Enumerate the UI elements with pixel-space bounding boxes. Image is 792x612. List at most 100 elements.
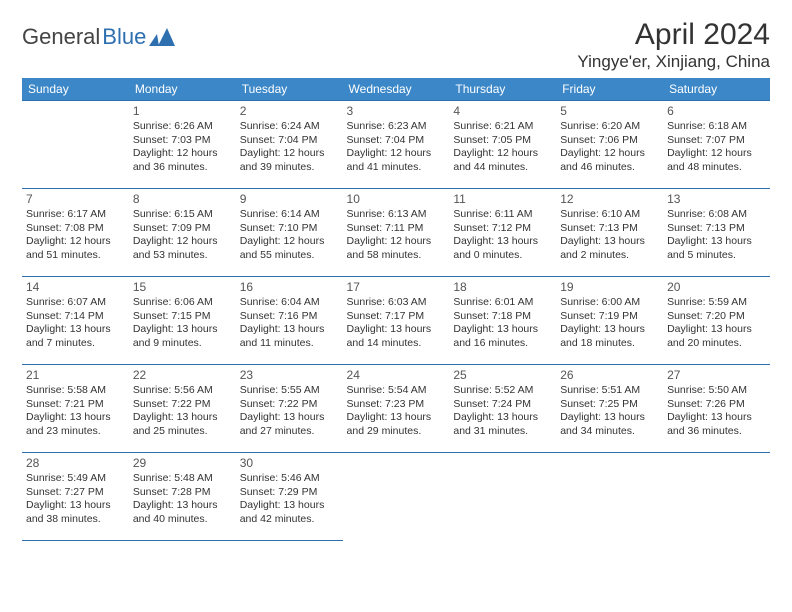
day-cell-28: 28Sunrise: 5:49 AMSunset: 7:27 PMDayligh… <box>22 453 129 541</box>
sunset-line: Sunset: 7:14 PM <box>26 310 125 323</box>
day-number: 13 <box>667 192 766 207</box>
day-cell-11: 11Sunrise: 6:11 AMSunset: 7:12 PMDayligh… <box>449 189 556 277</box>
calendar-table: SundayMondayTuesdayWednesdayThursdayFrid… <box>22 78 770 541</box>
daylight-line: Daylight: 12 hours and 53 minutes. <box>133 235 232 262</box>
sunrise-line: Sunrise: 5:58 AM <box>26 384 125 397</box>
daylight-line: Daylight: 13 hours and 42 minutes. <box>240 499 339 526</box>
day-cell-6: 6Sunrise: 6:18 AMSunset: 7:07 PMDaylight… <box>663 101 770 189</box>
sunrise-line: Sunrise: 6:13 AM <box>347 208 446 221</box>
sunrise-line: Sunrise: 6:11 AM <box>453 208 552 221</box>
daylight-line: Daylight: 13 hours and 29 minutes. <box>347 411 446 438</box>
daylight-line: Daylight: 13 hours and 9 minutes. <box>133 323 232 350</box>
calendar-row: 14Sunrise: 6:07 AMSunset: 7:14 PMDayligh… <box>22 277 770 365</box>
sunset-line: Sunset: 7:19 PM <box>560 310 659 323</box>
month-title: April 2024 <box>577 18 770 52</box>
sunset-line: Sunset: 7:24 PM <box>453 398 552 411</box>
day-cell-4: 4Sunrise: 6:21 AMSunset: 7:05 PMDaylight… <box>449 101 556 189</box>
sunrise-line: Sunrise: 5:59 AM <box>667 296 766 309</box>
sunset-line: Sunset: 7:13 PM <box>560 222 659 235</box>
sunrise-line: Sunrise: 6:21 AM <box>453 120 552 133</box>
calendar-body: 1Sunrise: 6:26 AMSunset: 7:03 PMDaylight… <box>22 101 770 541</box>
day-number: 28 <box>26 456 125 471</box>
daylight-line: Daylight: 13 hours and 36 minutes. <box>667 411 766 438</box>
sunrise-line: Sunrise: 6:17 AM <box>26 208 125 221</box>
day-number: 23 <box>240 368 339 383</box>
day-cell-26: 26Sunrise: 5:51 AMSunset: 7:25 PMDayligh… <box>556 365 663 453</box>
weekday-tuesday: Tuesday <box>236 78 343 101</box>
sunrise-line: Sunrise: 6:14 AM <box>240 208 339 221</box>
daylight-line: Daylight: 12 hours and 46 minutes. <box>560 147 659 174</box>
day-cell-12: 12Sunrise: 6:10 AMSunset: 7:13 PMDayligh… <box>556 189 663 277</box>
sunset-line: Sunset: 7:26 PM <box>667 398 766 411</box>
sunset-line: Sunset: 7:15 PM <box>133 310 232 323</box>
sunrise-line: Sunrise: 6:04 AM <box>240 296 339 309</box>
day-cell-23: 23Sunrise: 5:55 AMSunset: 7:22 PMDayligh… <box>236 365 343 453</box>
daylight-line: Daylight: 13 hours and 0 minutes. <box>453 235 552 262</box>
day-number: 10 <box>347 192 446 207</box>
day-cell-17: 17Sunrise: 6:03 AMSunset: 7:17 PMDayligh… <box>343 277 450 365</box>
sunrise-line: Sunrise: 6:23 AM <box>347 120 446 133</box>
day-number: 11 <box>453 192 552 207</box>
sunrise-line: Sunrise: 6:18 AM <box>667 120 766 133</box>
day-cell-1: 1Sunrise: 6:26 AMSunset: 7:03 PMDaylight… <box>129 101 236 189</box>
sunrise-line: Sunrise: 6:03 AM <box>347 296 446 309</box>
sunset-line: Sunset: 7:27 PM <box>26 486 125 499</box>
day-cell-3: 3Sunrise: 6:23 AMSunset: 7:04 PMDaylight… <box>343 101 450 189</box>
empty-cell <box>556 453 663 541</box>
location: Yingye'er, Xinjiang, China <box>577 52 770 72</box>
day-number: 27 <box>667 368 766 383</box>
sunset-line: Sunset: 7:16 PM <box>240 310 339 323</box>
sunrise-line: Sunrise: 5:51 AM <box>560 384 659 397</box>
sunrise-line: Sunrise: 6:10 AM <box>560 208 659 221</box>
sunrise-line: Sunrise: 5:55 AM <box>240 384 339 397</box>
daylight-line: Daylight: 12 hours and 41 minutes. <box>347 147 446 174</box>
sunset-line: Sunset: 7:13 PM <box>667 222 766 235</box>
day-number: 26 <box>560 368 659 383</box>
day-cell-2: 2Sunrise: 6:24 AMSunset: 7:04 PMDaylight… <box>236 101 343 189</box>
sunset-line: Sunset: 7:20 PM <box>667 310 766 323</box>
sunrise-line: Sunrise: 6:08 AM <box>667 208 766 221</box>
sunrise-line: Sunrise: 5:50 AM <box>667 384 766 397</box>
weekday-header-row: SundayMondayTuesdayWednesdayThursdayFrid… <box>22 78 770 101</box>
day-number: 12 <box>560 192 659 207</box>
sunset-line: Sunset: 7:03 PM <box>133 134 232 147</box>
sunrise-line: Sunrise: 5:56 AM <box>133 384 232 397</box>
header: GeneralBlue April 2024 Yingye'er, Xinjia… <box>22 18 770 72</box>
day-number: 17 <box>347 280 446 295</box>
daylight-line: Daylight: 13 hours and 34 minutes. <box>560 411 659 438</box>
logo-text-general: General <box>22 24 100 50</box>
day-number: 19 <box>560 280 659 295</box>
logo: GeneralBlue <box>22 18 175 50</box>
logo-text-blue: Blue <box>102 24 146 50</box>
sunrise-line: Sunrise: 6:20 AM <box>560 120 659 133</box>
day-cell-5: 5Sunrise: 6:20 AMSunset: 7:06 PMDaylight… <box>556 101 663 189</box>
day-cell-8: 8Sunrise: 6:15 AMSunset: 7:09 PMDaylight… <box>129 189 236 277</box>
daylight-line: Daylight: 12 hours and 55 minutes. <box>240 235 339 262</box>
sunset-line: Sunset: 7:22 PM <box>133 398 232 411</box>
day-number: 14 <box>26 280 125 295</box>
day-cell-25: 25Sunrise: 5:52 AMSunset: 7:24 PMDayligh… <box>449 365 556 453</box>
daylight-line: Daylight: 13 hours and 31 minutes. <box>453 411 552 438</box>
sunset-line: Sunset: 7:23 PM <box>347 398 446 411</box>
empty-cell <box>663 453 770 541</box>
day-number: 20 <box>667 280 766 295</box>
calendar-row: 1Sunrise: 6:26 AMSunset: 7:03 PMDaylight… <box>22 101 770 189</box>
day-cell-24: 24Sunrise: 5:54 AMSunset: 7:23 PMDayligh… <box>343 365 450 453</box>
day-number: 24 <box>347 368 446 383</box>
day-cell-14: 14Sunrise: 6:07 AMSunset: 7:14 PMDayligh… <box>22 277 129 365</box>
weekday-wednesday: Wednesday <box>343 78 450 101</box>
sunrise-line: Sunrise: 6:01 AM <box>453 296 552 309</box>
title-block: April 2024 Yingye'er, Xinjiang, China <box>577 18 770 72</box>
weekday-saturday: Saturday <box>663 78 770 101</box>
daylight-line: Daylight: 13 hours and 2 minutes. <box>560 235 659 262</box>
day-cell-27: 27Sunrise: 5:50 AMSunset: 7:26 PMDayligh… <box>663 365 770 453</box>
day-number: 25 <box>453 368 552 383</box>
weekday-friday: Friday <box>556 78 663 101</box>
daylight-line: Daylight: 12 hours and 39 minutes. <box>240 147 339 174</box>
sunrise-line: Sunrise: 5:54 AM <box>347 384 446 397</box>
day-cell-15: 15Sunrise: 6:06 AMSunset: 7:15 PMDayligh… <box>129 277 236 365</box>
daylight-line: Daylight: 13 hours and 7 minutes. <box>26 323 125 350</box>
daylight-line: Daylight: 13 hours and 18 minutes. <box>560 323 659 350</box>
daylight-line: Daylight: 13 hours and 11 minutes. <box>240 323 339 350</box>
sunrise-line: Sunrise: 5:46 AM <box>240 472 339 485</box>
